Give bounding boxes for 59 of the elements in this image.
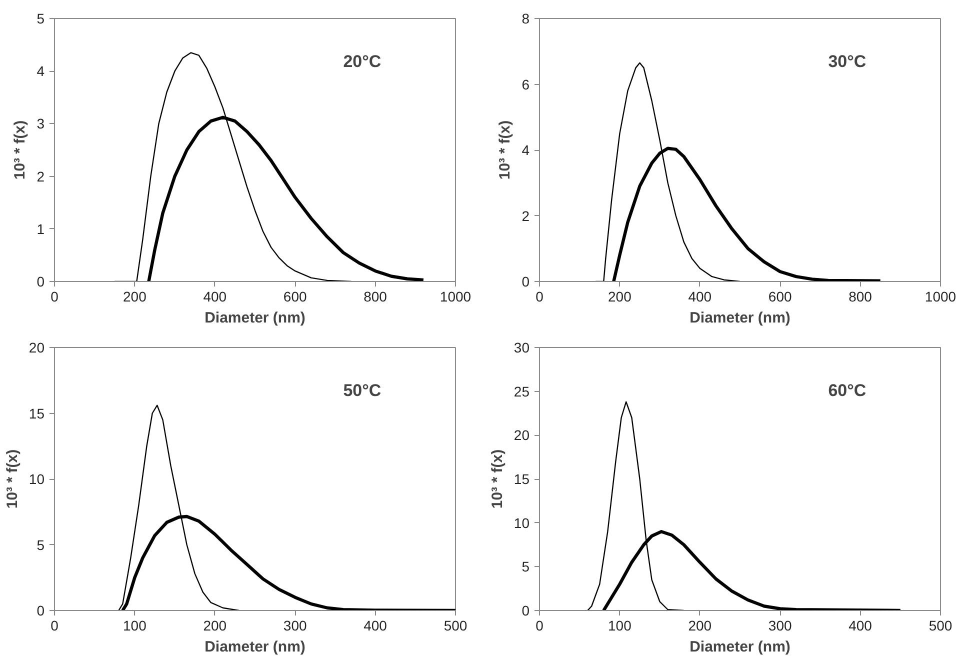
y-tick-label: 0 [36,274,45,290]
x-axis-title: Diameter (nm) [690,310,790,326]
x-tick-label: 1000 [924,288,956,304]
x-tick-label: 400 [203,288,227,304]
y-tick-label: 5 [36,10,45,26]
y-tick-label: 20 [514,427,530,444]
text: 20°C [343,52,382,72]
x-tick-label: 500 [928,618,952,634]
x-tick-label: 0 [50,618,59,634]
x-tick-label: 100 [123,618,147,634]
text: 60°C [828,381,866,400]
x-tick-label: 400 [364,618,388,634]
x-tick-label: 200 [608,288,632,304]
x-tick-label: 800 [848,288,872,304]
y-tick-label: 20 [28,340,45,356]
x-axis-title: Diameter (nm) [690,638,790,656]
y-tick-label: 2 [522,208,530,224]
x-tick-label: 0 [536,618,544,634]
x-tick-label: 500 [444,618,468,634]
y-axis-title: 10³ * f(x) [12,120,29,180]
y-tick-label: 0 [522,274,530,290]
y-tick-label: 3 [36,116,45,132]
text: 30°C [828,52,866,72]
text: 50°C [343,381,382,400]
y-axis-title: 10³ * f(x) [488,449,506,509]
x-tick-label: 1000 [440,288,472,304]
y-tick-label: 0 [36,602,45,618]
y-tick-label: 15 [514,471,530,487]
y-tick-label: 15 [28,405,45,422]
x-tick-label: 0 [536,288,544,304]
x-tick-label: 100 [608,618,632,634]
x-tick-label: 400 [848,618,872,634]
x-tick-label: 600 [768,288,792,304]
y-tick-label: 10 [514,514,530,531]
x-tick-label: 800 [364,288,388,304]
x-tick-label: 200 [688,618,712,634]
y-tick-label: 25 [514,383,530,400]
y-tick-label: 0 [522,602,530,618]
x-tick-label: 600 [283,288,307,304]
y-tick-label: 10 [28,471,45,487]
y-tick-label: 1 [36,220,45,237]
x-axis-title: Diameter (nm) [204,638,306,656]
x-tick-label: 400 [688,288,712,304]
y-tick-label: 6 [522,76,530,92]
y-tick-label: 5 [36,536,45,553]
x-axis-title: Diameter (nm) [204,310,306,326]
x-tick-label: 300 [283,618,307,634]
y-axis-title: 10³ * f(x) [4,449,21,509]
y-tick-label: 2 [36,168,45,184]
y-tick-label: 30 [514,340,530,356]
x-tick-label: 0 [50,288,59,304]
y-tick-label: 8 [522,10,530,26]
y-tick-label: 4 [522,142,530,158]
x-tick-label: 300 [768,618,792,634]
y-axis-title: 10³ * f(x) [496,120,514,180]
x-tick-label: 200 [123,288,147,304]
y-tick-label: 5 [522,558,530,575]
x-tick-label: 200 [203,618,227,634]
y-tick-label: 4 [36,63,45,80]
